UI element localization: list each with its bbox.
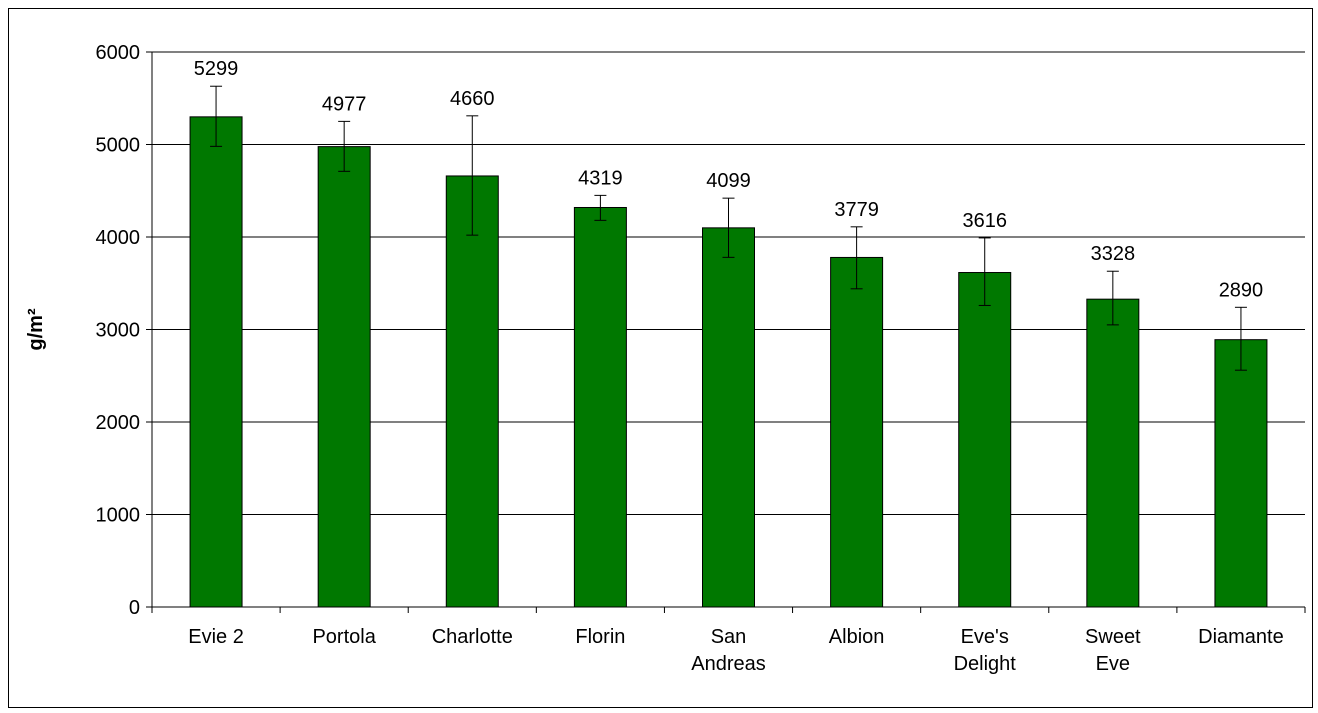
- bar: [702, 227, 755, 608]
- x-category-label: Diamante: [1198, 626, 1284, 648]
- x-category-label: Andreas: [691, 653, 766, 675]
- data-label: 3616: [962, 210, 1007, 232]
- y-tick-label: 2000: [96, 412, 141, 434]
- data-label: 3779: [834, 199, 879, 221]
- x-category-label: Albion: [829, 626, 885, 648]
- y-tick-label: 1000: [96, 505, 141, 527]
- y-tick-label: 5000: [96, 135, 141, 157]
- data-label: 4660: [450, 88, 495, 110]
- x-category-label: Florin: [575, 626, 625, 648]
- bar-chart: 0 1000 2000 3000 4000 5000 6000 g/m² 5299 Evie 2 4…: [25, 42, 1306, 675]
- data-label: 4099: [706, 170, 751, 192]
- x-category-label: Portola: [312, 626, 376, 648]
- x-category-label: Delight: [954, 653, 1017, 675]
- x-category-label: Sweet: [1085, 626, 1141, 648]
- x-category-label: Eve: [1096, 653, 1130, 675]
- x-category-label: Charlotte: [432, 626, 513, 648]
- y-tick-label: 3000: [96, 320, 141, 342]
- data-label: 3328: [1091, 243, 1136, 265]
- x-category-label: Evie 2: [188, 626, 244, 648]
- data-label: 5299: [194, 58, 239, 80]
- x-category-label: Eve's: [961, 626, 1009, 648]
- bar: [317, 146, 371, 608]
- y-tick-label: 6000: [96, 42, 141, 64]
- x-category-label: San: [711, 626, 747, 648]
- data-label: 4319: [578, 167, 623, 189]
- bar: [445, 175, 499, 608]
- bar: [1214, 339, 1268, 608]
- data-label: 4977: [322, 93, 367, 115]
- bar: [830, 256, 884, 608]
- data-label: 2890: [1219, 279, 1264, 301]
- bar: [189, 116, 243, 608]
- y-axis-title: g/m²: [25, 308, 47, 351]
- y-tick-label: 4000: [96, 227, 141, 249]
- bar: [573, 206, 627, 608]
- bar: [958, 272, 1012, 608]
- bar: [1086, 298, 1140, 608]
- y-tick-label: 0: [129, 597, 140, 619]
- chart-frame: 0 1000 2000 3000 4000 5000 6000 g/m² 5299 Evie 2 4…: [8, 8, 1313, 708]
